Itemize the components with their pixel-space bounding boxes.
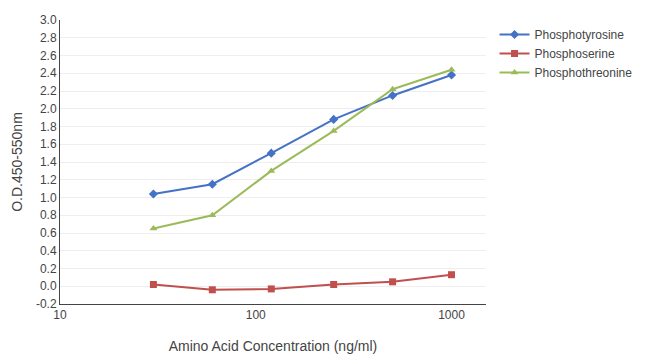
svg-text:-0.2: -0.2 xyxy=(36,297,57,311)
svg-text:0.6: 0.6 xyxy=(40,226,57,240)
svg-text:10: 10 xyxy=(53,308,67,322)
svg-text:2.6: 2.6 xyxy=(40,49,57,63)
svg-text:1000: 1000 xyxy=(438,308,465,322)
svg-text:0.2: 0.2 xyxy=(40,262,57,276)
svg-text:0.4: 0.4 xyxy=(40,244,57,258)
svg-text:1.6: 1.6 xyxy=(40,137,57,151)
svg-text:1.8: 1.8 xyxy=(40,120,57,134)
svg-text:1.4: 1.4 xyxy=(40,155,57,169)
svg-text:Amino Acid Concentration (ng/m: Amino Acid Concentration (ng/ml) xyxy=(169,338,378,354)
svg-text:1.2: 1.2 xyxy=(40,173,57,187)
svg-text:Phosphotyrosine: Phosphotyrosine xyxy=(535,28,625,42)
svg-text:Phosphothreonine: Phosphothreonine xyxy=(535,66,633,80)
svg-text:100: 100 xyxy=(246,308,266,322)
svg-text:3.0: 3.0 xyxy=(40,13,57,27)
svg-text:Phosphoserine: Phosphoserine xyxy=(535,47,615,61)
svg-text:2.4: 2.4 xyxy=(40,66,57,80)
svg-text:0.0: 0.0 xyxy=(40,279,57,293)
svg-text:2.8: 2.8 xyxy=(40,31,57,45)
svg-text:O.D.450-550nm: O.D.450-550nm xyxy=(9,112,25,212)
svg-text:1.0: 1.0 xyxy=(40,191,57,205)
svg-text:0.8: 0.8 xyxy=(40,208,57,222)
svg-text:2.2: 2.2 xyxy=(40,84,57,98)
svg-text:2.0: 2.0 xyxy=(40,102,57,116)
